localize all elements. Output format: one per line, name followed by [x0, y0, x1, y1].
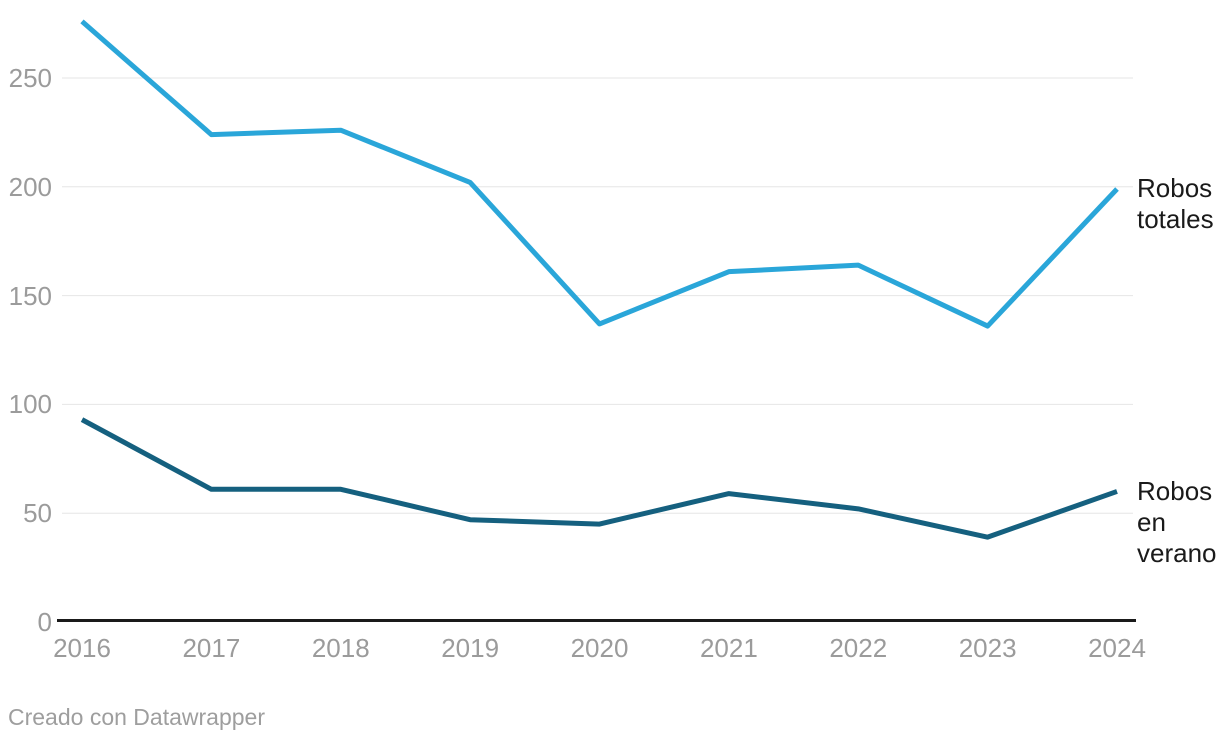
y-tick-label-200: 200 [8, 171, 52, 202]
x-tick-label-2021: 2021 [699, 633, 758, 663]
y-tick-label-0: 0 [37, 607, 52, 637]
y-tick-label-250: 250 [8, 63, 52, 93]
series-line-robos-en-verano[interactable] [80, 417, 1118, 540]
series-line-robos-totales[interactable] [80, 19, 1119, 329]
x-tick-label-2016: 2016 [53, 633, 111, 663]
x-tick-label-2022: 2022 [829, 633, 888, 663]
x-tick-label-2024: 2024 [1088, 633, 1146, 663]
x-tick-label-2023: 2023 [958, 633, 1017, 663]
x-tick-label-2017: 2017 [182, 633, 241, 663]
y-tick-label-100: 100 [8, 389, 52, 420]
x-tick-label-2020: 2020 [570, 633, 629, 663]
y-tick-label-50: 50 [23, 498, 52, 529]
y-tick-label-150: 150 [8, 280, 52, 311]
attribution-link[interactable]: Creado con Datawrapper [8, 704, 265, 730]
series-label-robos-en-verano: Robos en verano [1137, 475, 1217, 568]
x-tick-label-2018: 2018 [311, 633, 370, 663]
series-label-robos-totales: Robos totales [1137, 173, 1214, 235]
x-tick-label-2019: 2019 [441, 633, 500, 663]
